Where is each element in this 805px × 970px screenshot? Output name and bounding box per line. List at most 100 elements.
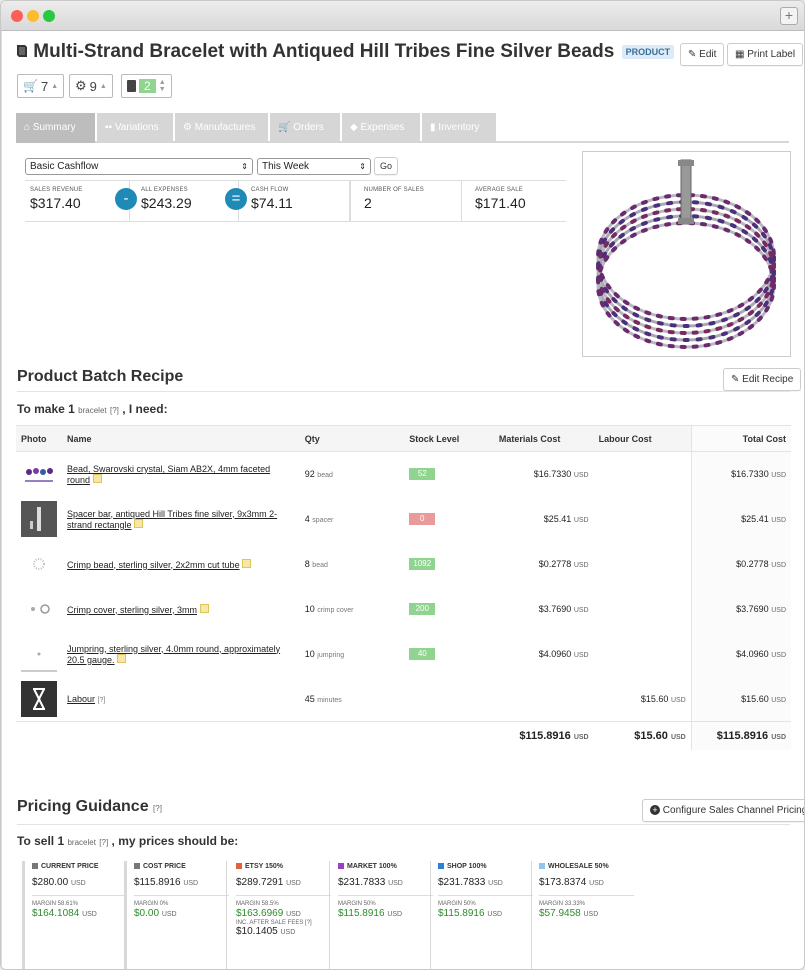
make-unit: bracelet [78, 406, 107, 415]
stats-panel [25, 180, 566, 222]
note-icon[interactable] [134, 518, 144, 528]
grid-icon: ▪▪ [105, 122, 113, 133]
item-link[interactable]: Bead, Swarovski crystal, Siam AB2X, 4mm … [67, 463, 271, 485]
report-type-select[interactable]: Basic Cashflow ⇕ [25, 158, 253, 175]
table-row: Jumpring, sterling silver, 4.0mm round, … [16, 631, 791, 677]
currency-label: USD [286, 880, 301, 887]
currency-label: USD [583, 911, 599, 918]
price-label: WHOLESALE 50% [548, 863, 609, 870]
item-photo[interactable] [21, 501, 57, 537]
stock-badge: 1092 [409, 558, 436, 570]
stat-value: $317.40 [30, 195, 81, 211]
note-icon[interactable] [92, 473, 102, 483]
help-link[interactable]: [?] [153, 804, 162, 813]
item-link[interactable]: Labour [67, 693, 96, 704]
after-fees-label: INC. AFTER SALE FEES [236, 920, 304, 926]
column-header: Labour Cost [593, 425, 692, 452]
margin-label: MARGIN 0% [134, 901, 169, 907]
period-select[interactable]: This Week ⇕ [257, 158, 371, 175]
tab-variations[interactable]: ▪▪ Variations [97, 113, 173, 143]
gear-icon: ⚙ [75, 78, 87, 93]
pencil-icon: ✎ [731, 374, 740, 385]
sell-prefix: To sell 1 [17, 834, 65, 848]
stat-value: $243.29 [141, 195, 192, 211]
stat-label: CASH FLOW [251, 187, 289, 193]
item-link[interactable]: Spacer bar, antiqued Hill Tribes fine si… [67, 508, 278, 530]
note-icon[interactable] [117, 653, 127, 663]
after-fees-value: $10.1405 [236, 926, 278, 937]
table-row: Crimp bead, sterling silver, 2x2mm cut t… [16, 541, 791, 587]
sales-revenue-stat: SALES REVENUE $317.40 [30, 187, 83, 211]
expenses-stat: ALL EXPENSES $243.29 [141, 187, 192, 211]
maximize-window-button[interactable] [43, 10, 55, 22]
barcode-icon: ▦ [735, 49, 745, 60]
currency-label: USD [487, 911, 503, 918]
margin-label: MARGIN 33.33% [539, 901, 586, 907]
sell-line: To sell 1 bracelet [?] , my prices shoul… [17, 834, 238, 848]
table-header-row: Photo Name Qty Stock Level Materials Cos… [16, 425, 791, 452]
stat-value: 2 [364, 195, 372, 211]
tab-orders[interactable]: 🛒 Orders [270, 113, 340, 143]
note-icon[interactable] [242, 558, 252, 568]
item-link[interactable]: Crimp cover, sterling silver, 3mm [67, 604, 198, 615]
currency-label: USD [573, 517, 589, 524]
tab-expenses[interactable]: ◆ Expenses [342, 113, 420, 143]
configure-pricing-label: Configure Sales Channel Pricing [662, 805, 805, 816]
close-window-button[interactable] [11, 10, 23, 22]
tab-manufactures[interactable]: ⚙ Manufactures [175, 113, 268, 143]
table-row: Labour [?] 45 minutes $15.60 USD $15.60 … [16, 676, 791, 722]
help-link[interactable]: [?] [99, 838, 109, 847]
currency-label: USD [771, 517, 786, 524]
gear-icon: ⚙ [183, 122, 192, 133]
stats-divider [349, 180, 351, 222]
print-label-button[interactable]: ▦ Print Label [727, 43, 804, 66]
note-icon[interactable] [199, 603, 209, 613]
equals-icon: = [225, 188, 247, 210]
grand-total: $115.8916 [716, 729, 769, 742]
materials-cost: $16.7330 [533, 469, 572, 480]
legend-swatch [438, 863, 444, 870]
help-link[interactable]: [?] [305, 920, 312, 926]
currency-label: USD [573, 652, 589, 659]
bracelet-image [596, 159, 776, 349]
edit-recipe-button[interactable]: ✎ Edit Recipe [723, 368, 802, 391]
tab-summary[interactable]: ⌂ Summary [16, 113, 95, 143]
currency-label: USD [286, 911, 301, 918]
item-photo[interactable] [21, 636, 57, 672]
go-button[interactable]: Go [374, 157, 399, 175]
new-tab-button[interactable]: + [780, 7, 798, 25]
configure-pricing-button[interactable]: + Configure Sales Channel Pricing [642, 799, 805, 822]
edit-label: Edit [699, 49, 717, 60]
column-header: Materials Cost [493, 425, 594, 452]
cart-icon: 🛒 [278, 122, 291, 133]
edit-button[interactable]: ✎ Edit [680, 43, 725, 66]
product-photo[interactable] [582, 151, 791, 357]
item-photo[interactable] [21, 456, 57, 492]
currency-label: USD [82, 911, 97, 918]
qty-unit: spacer [312, 517, 334, 524]
qty-unit: minutes [317, 696, 342, 704]
item-link[interactable]: Crimp bead, sterling silver, 2x2mm cut t… [67, 559, 240, 570]
price-label: CURRENT PRICE [41, 863, 99, 870]
item-photo[interactable] [21, 546, 57, 582]
gear-counter[interactable]: ⚙ 9 ▲ [69, 74, 113, 98]
help-link[interactable]: [?] [109, 406, 119, 415]
report-type-value: Basic Cashflow [30, 161, 99, 172]
item-link[interactable]: Jumpring, sterling silver, 4.0mm round, … [67, 643, 281, 665]
stepper-arrows-icon[interactable]: ▲ ▼ [158, 79, 166, 93]
plus-circle-icon: + [650, 805, 660, 815]
tab-inventory[interactable]: ▮ Inventory [422, 113, 496, 143]
hourglass-icon [21, 680, 57, 717]
item-photo[interactable] [21, 591, 57, 627]
stat-label: AVERAGE SALE [475, 187, 523, 193]
stepper-arrow-icon[interactable]: ▲ [99, 82, 107, 90]
help-link[interactable]: [?] [97, 696, 106, 704]
cart-counter[interactable]: 🛒 7 ▲ [17, 74, 65, 98]
qty-value: 4 [304, 514, 310, 524]
column-header: Total Cost [690, 425, 791, 452]
minimize-window-button[interactable] [27, 10, 39, 22]
edit-recipe-label: Edit Recipe [742, 374, 794, 385]
clipboard-counter[interactable]: 2 ▲ ▼ [121, 74, 172, 98]
stepper-arrow-icon[interactable]: ▲ [51, 82, 59, 90]
margin-value: $164.1084 [32, 908, 80, 919]
